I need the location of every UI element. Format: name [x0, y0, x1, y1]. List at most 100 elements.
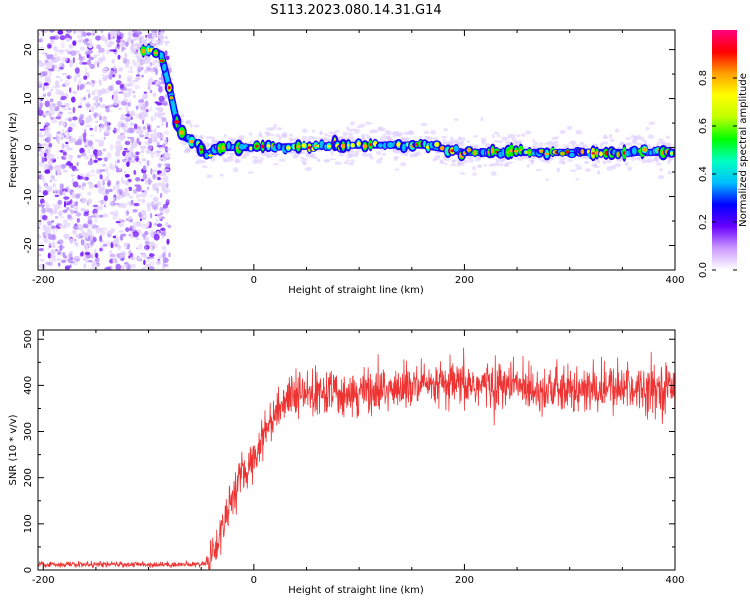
halo-speck — [444, 157, 450, 162]
noise-speck — [38, 32, 41, 36]
noise-speck — [63, 121, 66, 127]
noise-speck — [123, 95, 127, 98]
noise-speck — [129, 159, 136, 164]
noise-speck — [110, 253, 116, 260]
noise-speck — [62, 92, 65, 96]
noise-speck — [125, 105, 129, 112]
noise-speck — [67, 130, 72, 133]
noise-speck — [41, 143, 48, 147]
noise-speck — [74, 256, 77, 260]
noise-speck — [112, 95, 119, 102]
halo-speck — [526, 163, 530, 168]
noise-speck — [120, 122, 126, 128]
noise-speck — [143, 249, 150, 252]
noise-speck — [127, 243, 131, 250]
noise-speck — [73, 239, 77, 241]
noise-speck — [83, 75, 88, 80]
ridge-core — [439, 146, 445, 151]
halo-speck — [532, 139, 536, 143]
noise-speck — [111, 166, 116, 171]
halo-speck — [211, 137, 216, 142]
noise-speck — [119, 83, 125, 89]
halo-speck — [599, 142, 604, 148]
noise-speck — [164, 138, 168, 146]
halo-speck — [496, 134, 501, 138]
halo-speck — [305, 153, 310, 158]
noise-speck — [46, 112, 53, 116]
noise-speck — [38, 109, 44, 116]
noise-speck — [152, 136, 158, 143]
halo-speck — [556, 167, 561, 173]
halo-speck — [330, 153, 335, 156]
noise-speck — [165, 188, 171, 193]
noise-speck — [102, 68, 109, 71]
noise-speck — [155, 150, 162, 154]
noise-speck — [41, 202, 45, 206]
noise-speck — [93, 112, 99, 118]
noise-speck — [166, 199, 171, 204]
noise-speck — [98, 47, 105, 53]
noise-speck — [77, 105, 83, 109]
noise-speck — [49, 180, 52, 183]
noise-speck — [133, 170, 137, 175]
noise-speck — [43, 236, 49, 243]
halo-speck — [463, 159, 469, 164]
ridge-core — [340, 143, 346, 149]
halo-speck — [467, 156, 472, 160]
noise-speck — [149, 266, 155, 270]
noise-speck — [112, 197, 116, 200]
noise-speck — [130, 147, 134, 153]
noise-speck — [83, 96, 86, 101]
noise-speck — [45, 261, 51, 265]
noise-speck — [121, 47, 124, 53]
noise-speck — [72, 40, 77, 46]
halo-speck — [242, 154, 247, 158]
noise-speck — [155, 152, 160, 157]
noise-speck — [49, 36, 56, 40]
noise-speck — [124, 173, 130, 178]
noise-speck — [137, 256, 141, 261]
noise-speck — [114, 67, 117, 74]
halo-speck — [329, 150, 334, 154]
noise-speck — [76, 256, 81, 259]
noise-speck — [123, 180, 130, 186]
halo-speck — [657, 175, 665, 180]
noise-speck — [106, 49, 110, 54]
halo-speck — [348, 153, 354, 158]
noise-speck — [97, 205, 104, 211]
halo-speck — [394, 155, 399, 160]
halo-speck — [606, 159, 612, 164]
noise-speck — [114, 244, 118, 248]
noise-speck — [94, 252, 99, 259]
noise-speck — [47, 165, 54, 171]
halo-speck — [506, 161, 514, 164]
halo-speck — [472, 172, 477, 177]
noise-speck — [38, 153, 41, 157]
halo-speck — [155, 65, 159, 68]
noise-speck — [117, 134, 120, 140]
halo-speck — [646, 158, 654, 164]
noise-speck — [124, 140, 131, 146]
noise-speck — [44, 169, 51, 174]
ridge-core — [296, 144, 301, 149]
ridge-core — [189, 139, 195, 144]
noise-speck — [59, 62, 62, 66]
noise-speck — [103, 204, 107, 208]
noise-speck — [150, 246, 155, 251]
halo-speck — [223, 133, 227, 138]
noise-speck — [116, 190, 119, 196]
halo-speck — [316, 159, 320, 162]
noise-speck — [69, 60, 74, 68]
noise-speck — [84, 141, 88, 147]
noise-speck — [130, 199, 134, 205]
halo-speck — [333, 131, 337, 136]
noise-speck — [54, 106, 60, 112]
noise-speck — [132, 231, 139, 238]
noise-speck — [163, 175, 169, 181]
noise-speck — [42, 178, 46, 184]
noise-speck — [91, 91, 96, 96]
halo-speck — [356, 148, 362, 151]
noise-speck — [53, 45, 57, 52]
noise-speck — [159, 173, 165, 177]
noise-speck — [165, 55, 170, 61]
